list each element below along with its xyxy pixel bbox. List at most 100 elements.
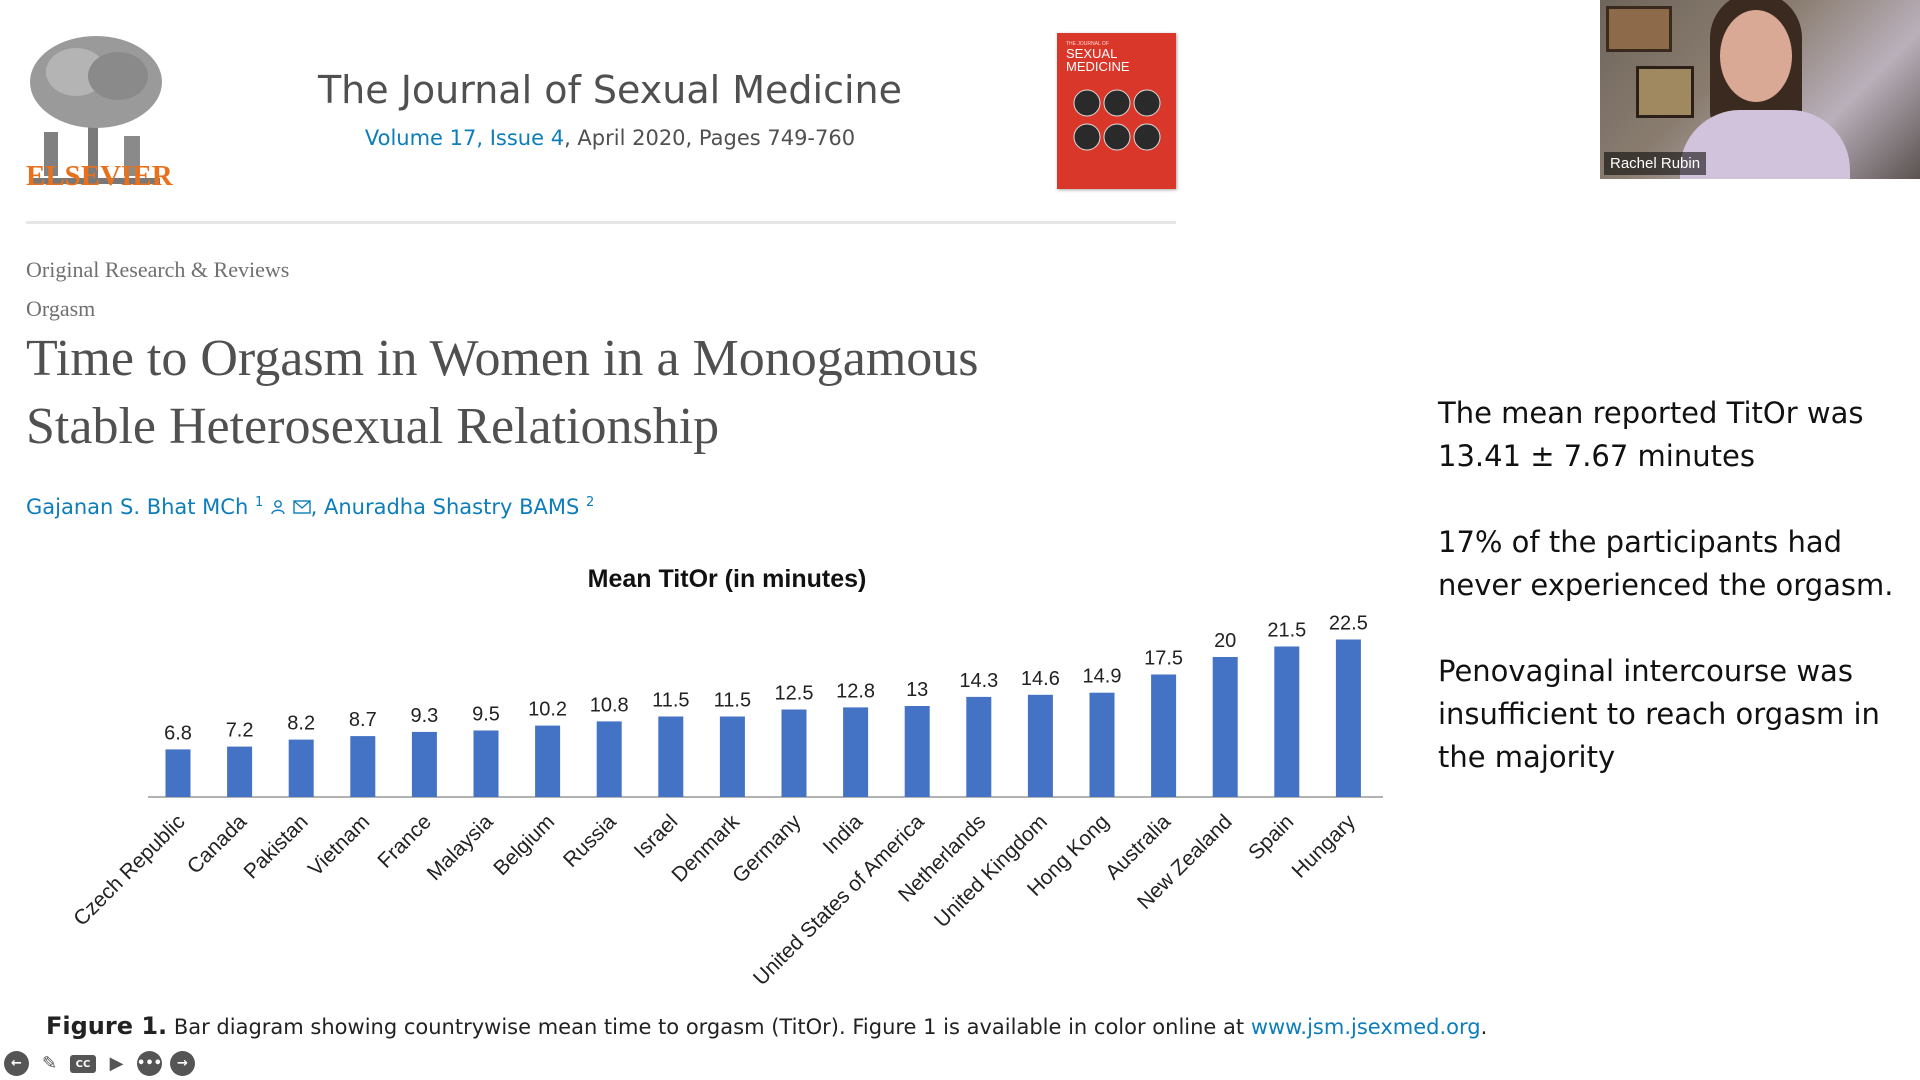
note-penovaginal: Penovaginal intercourse was insufficient… (1438, 654, 1880, 774)
data-label: 7.2 (226, 720, 254, 742)
data-label: 8.2 (287, 713, 315, 735)
volume-issue-link[interactable]: Volume 17, Issue 4 (364, 126, 565, 150)
author-1-affiliation: 1 (254, 495, 264, 510)
bar-australia (1151, 674, 1177, 797)
x-tick-label: Russia (559, 810, 621, 872)
data-label: 9.5 (472, 704, 500, 726)
caption-link[interactable]: www.jsm.jsexmed.org (1250, 1015, 1481, 1039)
bar-vietnam (350, 736, 376, 797)
tree-engraving-icon (30, 36, 162, 184)
x-tick-label: United Kingdom (930, 810, 1052, 932)
note-never-experienced: 17% of the participants had never experi… (1438, 525, 1894, 602)
bar-canada (227, 746, 253, 797)
bar-new-zealand (1212, 657, 1238, 797)
x-tick-label: Malaysia (423, 810, 498, 885)
participant-face (1720, 10, 1792, 102)
date-pages: , April 2020, Pages 749-760 (564, 126, 856, 150)
article-subcategory: Orgasm (26, 296, 96, 321)
bar-france (411, 731, 437, 797)
data-label: 17.5 (1144, 648, 1183, 670)
figure-caption: Figure 1. Bar diagram showing countrywis… (46, 1012, 1487, 1040)
x-tick-label: Pakistan (240, 810, 313, 883)
bar-netherlands (966, 696, 992, 797)
bar-united-kingdom (1027, 694, 1053, 797)
participant-video-tile[interactable]: Rachel Rubin (1600, 0, 1920, 179)
participant-body (1680, 110, 1850, 179)
journal-cover-thumbnail[interactable]: THE JOURNAL OF SEXUAL MEDICINE (1057, 33, 1176, 189)
header-divider (26, 221, 1176, 224)
x-tick-label: Germany (728, 810, 806, 888)
data-label: 13 (906, 679, 928, 701)
x-tick-label: Spain (1244, 810, 1298, 864)
slide-notes: The mean reported TitOr was 13.41 ± 7.67… (1438, 392, 1908, 822)
cover-small-text: THE JOURNAL OF (1066, 41, 1109, 47)
bar-united-states-of-america (904, 706, 930, 797)
data-label: 21.5 (1267, 620, 1306, 642)
bar-israel (658, 716, 684, 797)
data-label: 12.5 (775, 683, 814, 705)
data-label: 12.8 (836, 680, 875, 702)
x-tick-label: India (819, 810, 868, 859)
author-list: Gajanan S. Bhat MCh 1 , Anuradha Shastry… (26, 495, 595, 519)
email-icon[interactable] (292, 500, 311, 514)
journal-meta: Volume 17, Issue 4, April 2020, Pages 74… (250, 126, 970, 150)
x-tick-label: Belgium (489, 810, 559, 880)
data-label: 10.2 (528, 699, 567, 721)
bar-india (843, 707, 869, 797)
article-title-line1: Time to Orgasm in Women in a Monogamous (26, 330, 979, 387)
wall-frame-decoration (1636, 66, 1694, 118)
article-title: Time to Orgasm in Women in a Monogamous … (26, 325, 1146, 461)
presentation-toolbar: ← ✎ CC ▶ ••• → (4, 1051, 195, 1077)
data-label: 11.5 (652, 690, 689, 712)
bar-hong-kong (1089, 692, 1115, 797)
author-1-link[interactable]: Gajanan S. Bhat MCh (26, 495, 249, 519)
x-tick-label: Hungary (1288, 810, 1361, 883)
bar-chart: Mean TitOr (in minutes) 6.8 Czech Republi… (69, 565, 1383, 990)
closed-captions-button[interactable]: CC (70, 1055, 96, 1073)
data-label: 14.3 (959, 670, 998, 692)
bar-denmark (719, 716, 745, 797)
data-label: 14.9 (1083, 666, 1122, 688)
bar-hungary (1335, 639, 1361, 797)
data-label: 10.8 (590, 694, 629, 716)
person-icon[interactable] (270, 499, 286, 515)
author-2-affiliation: 2 (585, 495, 595, 510)
x-tick-label: Czech Republic (69, 810, 189, 930)
pen-tool-button[interactable]: ✎ (41, 1053, 58, 1074)
previous-slide-button[interactable]: ← (4, 1051, 29, 1076)
x-tick-label: France (373, 810, 435, 872)
data-label: 8.7 (349, 709, 377, 731)
data-label: 20 (1214, 630, 1236, 652)
author-2-link[interactable]: Anuradha Shastry BAMS (323, 495, 580, 519)
data-label: 11.5 (714, 690, 751, 712)
article-category[interactable]: Original Research & Reviews (26, 257, 290, 282)
article-title-line2: Stable Heterosexual Relationship (26, 398, 720, 455)
video-camera-button[interactable]: ▶ (109, 1053, 124, 1074)
bar-malaysia (473, 730, 499, 797)
bar-czech-republic (165, 749, 191, 797)
data-label: 22.5 (1329, 613, 1368, 635)
journal-title[interactable]: The Journal of Sexual Medicine (317, 68, 903, 112)
data-label: 6.8 (164, 722, 192, 744)
cover-title: SEXUAL MEDICINE (1066, 46, 1130, 74)
note-mean-titor: The mean reported TitOr was 13.41 ± 7.67… (1438, 396, 1864, 473)
bar-pakistan (288, 739, 314, 797)
elsevier-logo (26, 32, 166, 192)
x-tick-label: Israel (630, 810, 683, 863)
caption-end: . (1480, 1015, 1488, 1039)
figure-label: Figure 1. (46, 1012, 168, 1040)
next-slide-button[interactable]: → (170, 1051, 195, 1076)
data-label: 9.3 (410, 705, 438, 727)
bar-spain (1274, 646, 1300, 797)
chart-title: Mean TitOr (in minutes) (588, 565, 867, 593)
bar-belgium (535, 725, 561, 797)
wall-frame-decoration (1606, 6, 1672, 52)
publisher-name: ELSEVIER (26, 160, 173, 192)
brain-scan-images (1073, 89, 1161, 151)
data-label: 14.6 (1021, 668, 1060, 690)
caption-text: Bar diagram showing countrywise mean tim… (167, 1015, 1251, 1039)
participant-name: Rachel Rubin (1604, 152, 1707, 175)
bar-germany (781, 709, 807, 797)
more-options-button[interactable]: ••• (137, 1051, 162, 1076)
x-tick-label: Vietnam (304, 810, 374, 880)
